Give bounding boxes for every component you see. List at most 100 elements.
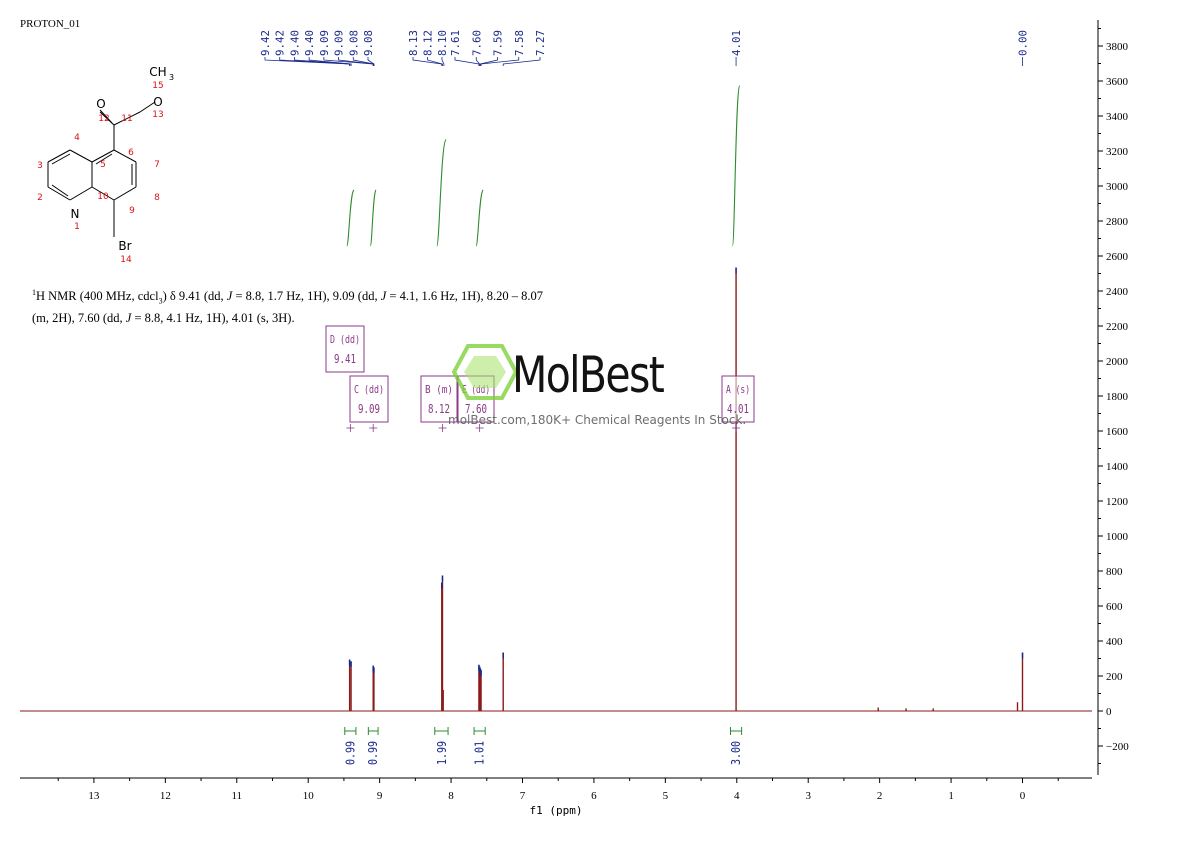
y-tick-label: 3400 xyxy=(1106,111,1129,123)
x-tick-label: 10 xyxy=(303,790,315,802)
peak-label: 8.13 xyxy=(407,30,420,56)
peak-label-connector xyxy=(338,57,374,66)
x-tick-label: 4 xyxy=(734,790,740,802)
y-tick-label: 2600 xyxy=(1106,251,1129,263)
x-tick-label: 1 xyxy=(948,790,954,802)
peak-label-connector xyxy=(427,57,443,66)
peak-label-connector xyxy=(479,57,498,66)
double-bond xyxy=(95,153,113,165)
y-tick-label: 200 xyxy=(1106,671,1123,683)
integral-value: 1.99 xyxy=(435,741,449,765)
peak-label: 7.61 xyxy=(449,30,462,56)
bond xyxy=(113,149,137,163)
y-tick-label: −200 xyxy=(1106,741,1129,753)
integral-curve xyxy=(369,189,377,247)
bond xyxy=(139,101,156,113)
bond xyxy=(47,149,71,163)
y-tick-label: 2000 xyxy=(1106,356,1129,368)
integral-curves xyxy=(346,85,741,247)
x-tick-label: 3 xyxy=(805,790,811,802)
peak-label-connector xyxy=(475,57,481,66)
spectrum-trace xyxy=(20,267,1092,712)
y-tick-label: 1200 xyxy=(1106,496,1129,508)
multiplet-shift: 9.41 xyxy=(334,352,356,366)
y-tick-label: 3000 xyxy=(1106,181,1129,193)
x-tick-label: 5 xyxy=(663,790,669,802)
peak-label: 9.40 xyxy=(303,30,316,56)
peak-label: 7.59 xyxy=(492,30,505,56)
peak-label: 7.27 xyxy=(534,30,547,56)
atom-label: Br xyxy=(118,239,131,253)
desc-part-1: H NMR (400 MHz, cdcl xyxy=(36,289,159,304)
multiplet-label: B (m) xyxy=(425,383,453,396)
integral-value: 3.00 xyxy=(729,741,743,765)
atom-number: 1 xyxy=(74,222,80,232)
desc-part-5: (m, 2H), 7.60 (dd, xyxy=(32,310,126,325)
multiplet-label: D (dd) xyxy=(330,333,360,346)
y-tick-label: 1400 xyxy=(1106,461,1129,473)
x-tick-label: 12 xyxy=(160,790,171,802)
atom-number: 8 xyxy=(154,193,160,203)
y-tick-label: 400 xyxy=(1106,636,1123,648)
atom-number: 7 xyxy=(154,160,160,170)
atom-number: 3 xyxy=(37,161,43,171)
x-tick-label: 0 xyxy=(1020,790,1026,802)
y-tick-label: 600 xyxy=(1106,601,1123,613)
peak-label: 9.09 xyxy=(333,30,346,56)
x-tick-label: 13 xyxy=(88,790,100,802)
atom-number: 10 xyxy=(97,192,109,202)
peak-label-connector xyxy=(502,57,541,66)
atom-number: 9 xyxy=(129,206,135,216)
atom-number: 13 xyxy=(152,110,163,120)
peak-label: 9.42 xyxy=(259,30,272,56)
watermark-tagline: molBest.com,180K+ Chemical Reagents In S… xyxy=(448,413,747,427)
double-bond xyxy=(99,109,113,124)
x-tick-label: 2 xyxy=(877,790,883,802)
peak-label-connector xyxy=(367,57,375,66)
coupling-j-2: J xyxy=(380,289,387,304)
peak-label-connector xyxy=(454,57,480,66)
desc-part-3: = 8.8, 1.7 Hz, 1H), 9.09 (dd, xyxy=(232,289,381,304)
integral-curve xyxy=(731,85,741,247)
desc-part-4: = 4.1, 1.6 Hz, 1H), 8.20 – 8.07 xyxy=(386,289,543,304)
atom-label: CH xyxy=(149,65,166,79)
nucleus-superscript: 1 xyxy=(32,288,36,297)
coupling-j-3: J xyxy=(125,310,132,325)
integral-curve xyxy=(346,189,355,247)
integral-value: 0.99 xyxy=(366,741,380,765)
solvent-subscript: 3 xyxy=(158,296,163,306)
multiplet-shift: 4.01 xyxy=(727,402,749,416)
peak-label-connector xyxy=(412,57,443,66)
atom-number: 4 xyxy=(74,133,80,143)
nmr-description: 1H NMR (400 MHz, cdcl3) δ 9.41 (dd, J = … xyxy=(32,284,592,327)
experiment-label: PROTON_01 xyxy=(20,18,81,30)
multiplet-shift: 7.60 xyxy=(465,402,487,416)
atom-number: 6 xyxy=(128,148,134,158)
y-tick-label: 2200 xyxy=(1106,321,1129,333)
integral-curve xyxy=(436,139,447,247)
atom-label: O xyxy=(96,97,105,111)
x-tick-label: 7 xyxy=(520,790,526,802)
x-tick-label: 8 xyxy=(448,790,454,802)
peak-label: 8.12 xyxy=(422,30,435,56)
atom-number: 5 xyxy=(100,160,106,170)
atom-number: 12 xyxy=(98,114,109,124)
watermark-brand: MolBest xyxy=(512,346,665,404)
multiplet-label: C (dd) xyxy=(354,383,384,396)
atom-number: 15 xyxy=(152,81,163,91)
y-tick-label: 2400 xyxy=(1106,286,1129,298)
atom-subscript: 3 xyxy=(169,73,174,82)
peak-label: 7.58 xyxy=(513,30,526,56)
y-tick-label: 1600 xyxy=(1106,426,1129,438)
atom-label: N xyxy=(71,207,80,221)
multiplet-shift: 9.09 xyxy=(358,402,380,416)
integral-labels: 0.99 0.99 1.99 1.01 3.00 xyxy=(343,727,743,765)
integral-value: 0.99 xyxy=(343,741,357,765)
peak-label: 9.08 xyxy=(362,30,375,56)
peak-label: 9.40 xyxy=(288,30,301,56)
bond xyxy=(47,186,71,201)
integral-value: 1.01 xyxy=(473,741,487,765)
watermark-logo-icon xyxy=(451,344,519,400)
